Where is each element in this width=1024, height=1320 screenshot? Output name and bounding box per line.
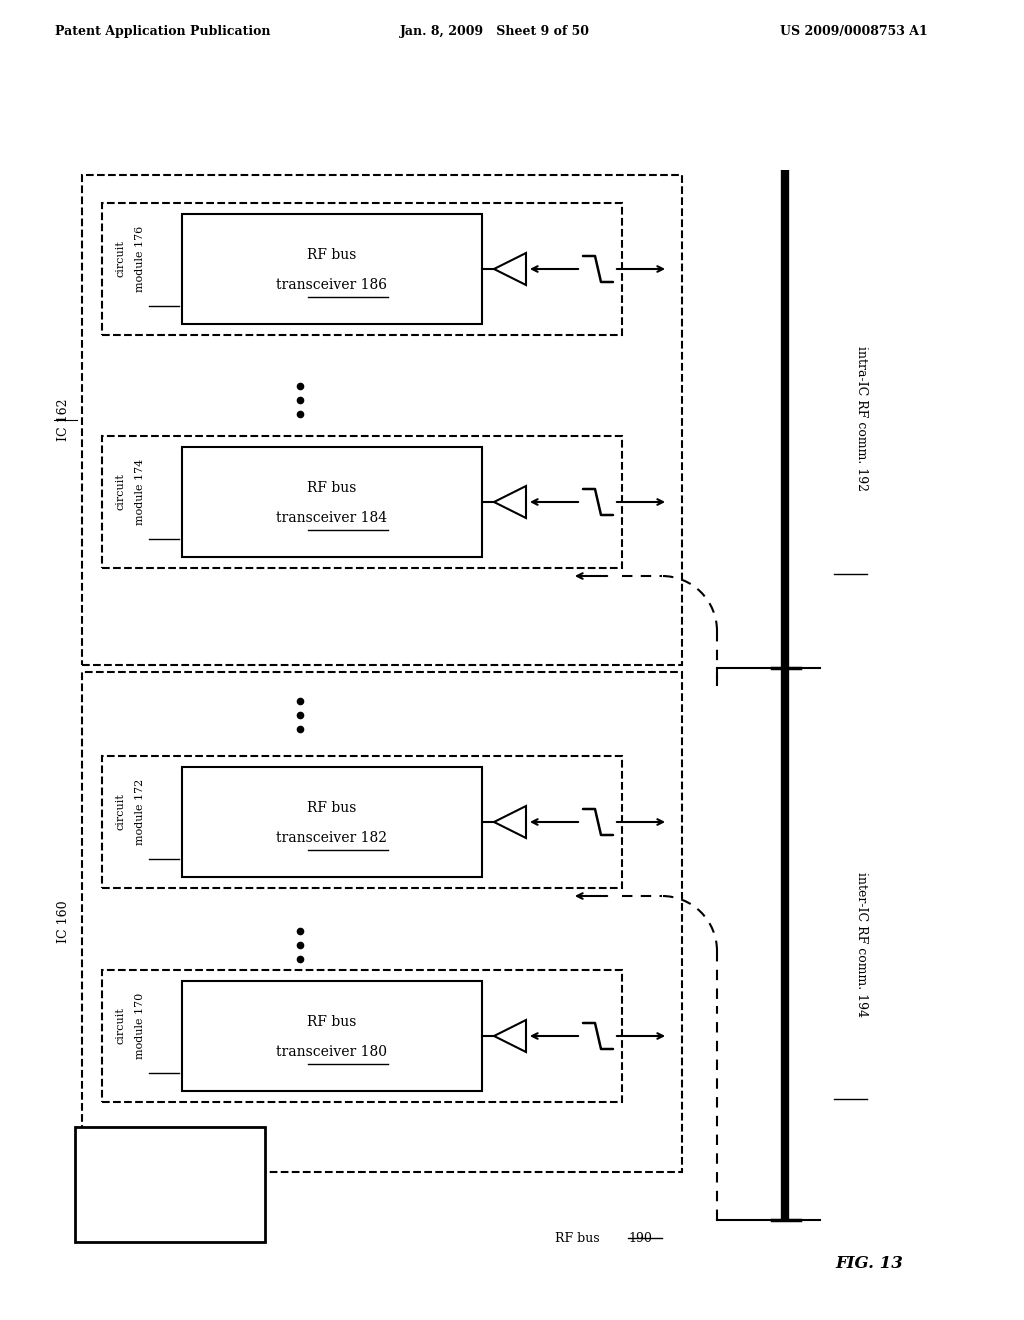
Text: RF bus: RF bus [307,480,356,495]
Bar [75,1127,265,1242]
Text: FIG. 13: FIG. 13 [835,1255,903,1272]
Bar [102,756,622,888]
Text: RF bus: RF bus [307,1015,356,1030]
Text: RF bus: RF bus [146,1163,194,1176]
Bar [182,447,482,557]
Text: circuit: circuit [115,240,125,277]
Text: 190: 190 [628,1232,652,1245]
Text: module 172: module 172 [135,779,145,845]
Bar [82,672,682,1172]
Bar [182,214,482,323]
Text: module 176: module 176 [135,226,145,292]
Text: circuit: circuit [115,474,125,511]
Text: module 170: module 170 [135,993,145,1059]
Text: RF bus: RF bus [555,1232,600,1245]
Text: circuit: circuit [115,793,125,830]
Text: transceiver 180: transceiver 180 [276,1045,387,1059]
Text: module 174: module 174 [135,459,145,525]
Bar [82,176,682,665]
Bar [182,981,482,1092]
Text: Jan. 8, 2009   Sheet 9 of 50: Jan. 8, 2009 Sheet 9 of 50 [400,25,590,38]
Text: RF bus: RF bus [307,248,356,261]
Text: controller: controller [137,1191,203,1203]
Text: intra-IC RF comm. 192: intra-IC RF comm. 192 [855,346,868,491]
Bar [102,970,622,1102]
Text: IC 160: IC 160 [57,900,71,944]
Bar [102,203,622,335]
Text: transceiver 184: transceiver 184 [276,511,387,525]
Bar [102,436,622,568]
Text: 88: 88 [179,1213,197,1226]
Text: transceiver 186: transceiver 186 [276,279,387,292]
Text: circuit: circuit [115,1007,125,1044]
Bar [182,767,482,876]
Text: RF bus: RF bus [307,801,356,814]
Text: inter-IC RF comm. 194: inter-IC RF comm. 194 [855,871,868,1016]
Text: US 2009/0008753 A1: US 2009/0008753 A1 [780,25,928,38]
Text: transceiver 182: transceiver 182 [276,832,387,845]
Text: IC 162: IC 162 [57,399,71,441]
Text: Patent Application Publication: Patent Application Publication [55,25,270,38]
